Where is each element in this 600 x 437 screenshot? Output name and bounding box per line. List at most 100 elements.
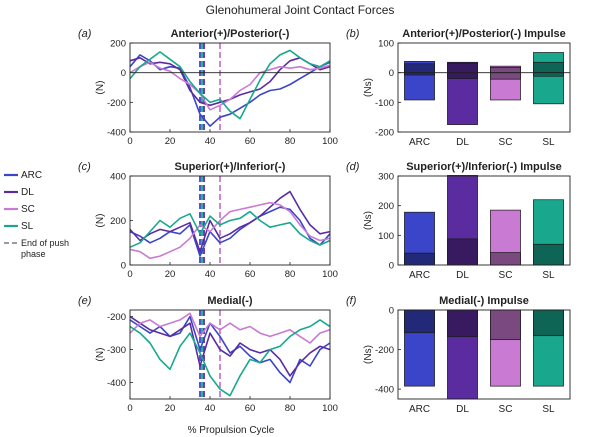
- y-tick-label: 0: [389, 306, 394, 317]
- y-tick-label: -200: [107, 312, 126, 323]
- panel-title: Medial(-) Impulse: [439, 295, 529, 307]
- bar-dl-push-phase: [447, 309, 478, 338]
- legend-label: End of push: [21, 238, 69, 248]
- x-tick-label: 40: [205, 403, 216, 414]
- x-category-label: SL: [542, 270, 555, 281]
- bar-sl-push-phase-negative: [533, 72, 564, 77]
- y-tick-label: 200: [378, 201, 394, 212]
- y-tick-label: -400: [107, 128, 126, 139]
- panel-f: Medial(-) Impulse (f) (Ns) -400 -200 0 ARC DL SC…: [346, 295, 571, 415]
- x-category-label: ARC: [409, 404, 430, 415]
- bar-sc-push-phase: [490, 252, 521, 266]
- series-line-sc: [129, 61, 331, 111]
- x-category-label: ARC: [409, 270, 430, 281]
- panel-a: Anterior(+)/Posterior(-) (a) (N) -400 -200 0 2…: [78, 28, 338, 147]
- panel-letter: (c): [78, 161, 91, 173]
- x-category-label: SL: [542, 137, 555, 148]
- bar-sc-push-phase-negative: [490, 72, 521, 80]
- series-line-sl: [129, 319, 331, 397]
- x-tick-label: 100: [322, 136, 338, 147]
- y-tick-label: 0: [121, 68, 126, 79]
- x-tick-label: 40: [205, 269, 216, 280]
- bar-sc-push-phase: [490, 309, 521, 341]
- bar-arc-full-cycle-negative: [404, 72, 435, 101]
- bar-sl-push-phase: [533, 243, 564, 266]
- y-tick-label: 400: [110, 172, 126, 183]
- x-tick-label: 60: [245, 403, 256, 414]
- bar-dl-full-cycle-negative: [447, 72, 478, 125]
- x-tick-label: 40: [205, 136, 216, 147]
- x-tick-label: 20: [165, 136, 176, 147]
- series-line-dl: [129, 190, 331, 253]
- panel-d: Superior(+)/Inferior(-) Impulse (d) (Ns) 0 1…: [346, 161, 571, 281]
- x-category-label: SL: [542, 404, 555, 415]
- x-category-label: DL: [456, 270, 469, 281]
- y-tick-label: 300: [378, 172, 394, 183]
- legend-label-cont: phase: [21, 249, 46, 259]
- x-category-label: SC: [499, 270, 513, 281]
- series-line-dl: [129, 315, 331, 377]
- series-line-arc: [129, 54, 331, 127]
- y-tick-label: 100: [378, 39, 394, 50]
- legend-label: DL: [21, 187, 34, 198]
- x-tick-label: 60: [245, 269, 256, 280]
- panel-e: Medial(-) (e) (N) -400 -300 -200 0 20 40 60 80 100: [78, 295, 338, 414]
- axes-box: [397, 309, 571, 400]
- y-tick-label: -400: [375, 385, 394, 396]
- x-tick-label: 0: [127, 269, 132, 280]
- y-tick-label: -300: [107, 345, 126, 356]
- bar-arc-push-phase: [404, 252, 435, 266]
- axes-box: [129, 42, 331, 133]
- x-tick-label: 0: [127, 136, 132, 147]
- bar-sc-push-phase-positive: [490, 66, 521, 74]
- panel-title: Anterior(+)/Posterior(-): [171, 28, 290, 40]
- panel-letter: (d): [346, 161, 360, 173]
- panel-letter: (b): [346, 28, 360, 40]
- y-tick-label: -100: [375, 98, 394, 109]
- series-line-sl: [129, 210, 331, 248]
- x-category-label: DL: [456, 404, 469, 415]
- x-tick-label: 20: [165, 269, 176, 280]
- bar-dl-push-phase: [447, 238, 478, 266]
- x-tick-label: 100: [322, 269, 338, 280]
- axes-box: [129, 175, 331, 266]
- legend-label: SL: [21, 221, 34, 232]
- x-tick-label: 80: [285, 269, 296, 280]
- x-category-label: DL: [456, 137, 469, 148]
- y-tick-label: 200: [110, 216, 126, 227]
- panel-title: Medial(-): [207, 295, 253, 307]
- panel-letter: (e): [78, 295, 92, 307]
- x-category-label: SC: [499, 404, 513, 415]
- panel-b: Anterior(+)/Posterior(-) Impulse(b)(Ns)-…: [346, 28, 571, 148]
- y-tick-label: 0: [389, 68, 394, 79]
- series-line-arc: [129, 206, 331, 257]
- x-category-label: ARC: [409, 137, 430, 148]
- y-tick-label: -200: [375, 345, 394, 356]
- bar-dl-push-phase-positive: [447, 62, 478, 74]
- axes-box: [129, 309, 331, 400]
- panel-title: Superior(+)/Inferior(-) Impulse: [406, 161, 562, 173]
- axes-box: [397, 42, 571, 133]
- x-tick-label: 80: [285, 136, 296, 147]
- panel-title: Superior(+)/Inferior(-): [175, 161, 286, 173]
- y-axis-label: (N): [95, 81, 106, 95]
- legend-label: ARC: [21, 170, 42, 181]
- x-axis-label: % Propulsion Cycle: [188, 425, 275, 436]
- panel-title: Anterior(+)/Posterior(-) Impulse: [402, 28, 566, 40]
- y-tick-label: 100: [378, 231, 394, 242]
- series-line-sc: [129, 312, 331, 344]
- x-tick-label: 80: [285, 403, 296, 414]
- axes-box: [397, 175, 571, 266]
- x-tick-label: 60: [245, 136, 256, 147]
- bar-sl-push-phase-positive: [533, 61, 564, 74]
- y-tick-label: -400: [107, 378, 126, 389]
- y-axis-label: (N): [95, 348, 106, 362]
- bar-arc-push-phase: [404, 309, 435, 334]
- y-tick-label: 200: [110, 39, 126, 50]
- bar-sl-push-phase: [533, 309, 564, 337]
- bar-sl-full-cycle-negative: [533, 72, 564, 105]
- panel-letter: (a): [78, 28, 92, 40]
- y-tick-label: -200: [375, 128, 394, 139]
